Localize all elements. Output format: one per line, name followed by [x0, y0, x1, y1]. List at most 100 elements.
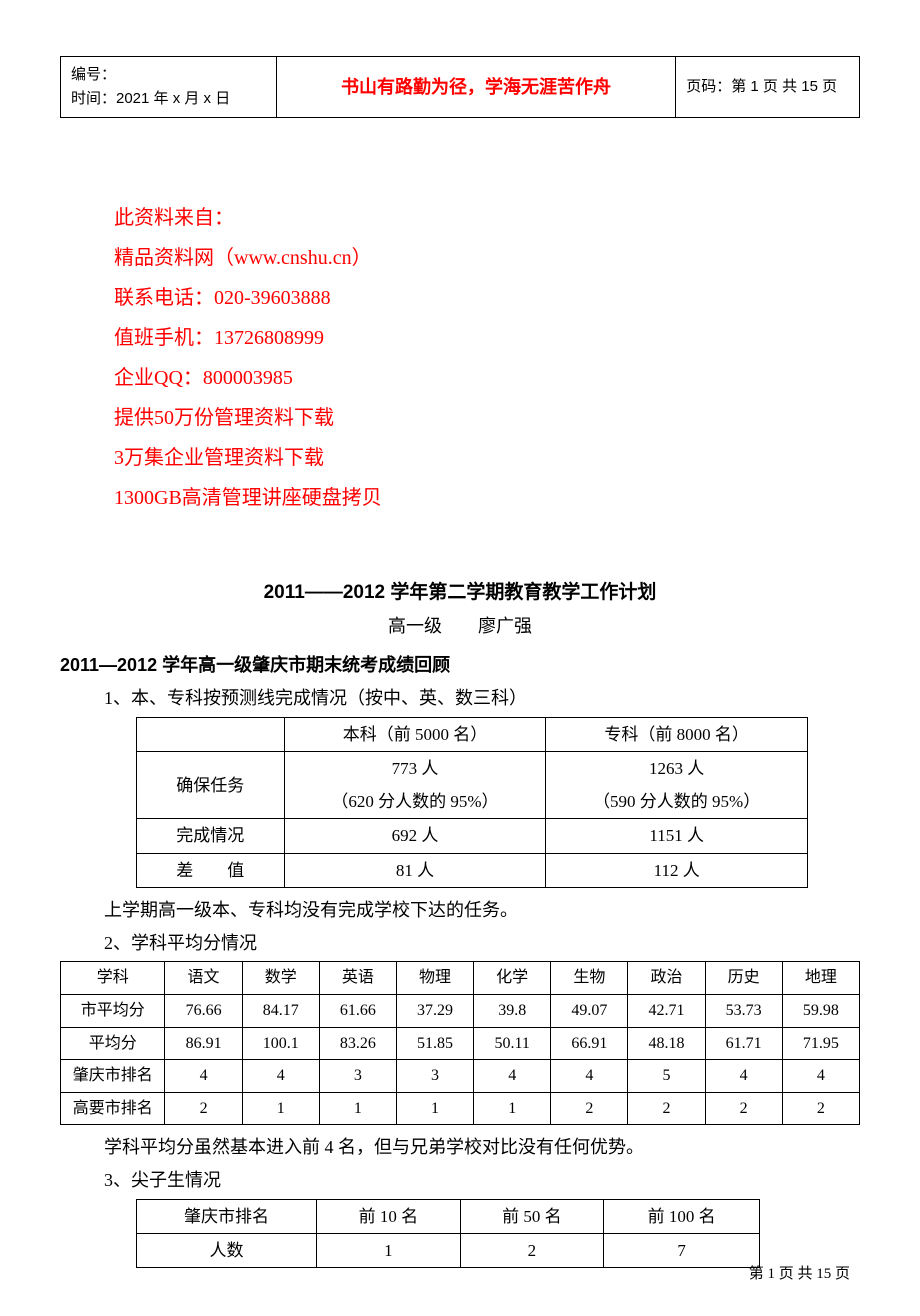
cell-value: 100.1 — [242, 1027, 319, 1060]
cell-header: 肇庆市排名 — [137, 1199, 317, 1233]
cell-value: 5 — [628, 1060, 705, 1093]
document-title: 2011——2012 学年第二学期教育教学工作计划 — [60, 578, 860, 608]
cell-value: 1151 人 — [546, 819, 808, 853]
source-line-7: 3万集企业管理资料下载 — [114, 438, 860, 478]
cell-value: 39.8 — [474, 994, 551, 1027]
cell-value: 4 — [551, 1060, 628, 1093]
source-info-block: 此资料来自： 精品资料网（www.cnshu.cn） 联系电话：020-3960… — [114, 198, 860, 518]
table-row: 肇庆市排名443344544 — [61, 1060, 860, 1093]
table-row: 高要市排名211112222 — [61, 1092, 860, 1125]
cell-label: 高要市排名 — [61, 1092, 165, 1125]
cell-header: 化学 — [474, 962, 551, 995]
cell-header: 学科 — [61, 962, 165, 995]
cell-value: 86.91 — [165, 1027, 242, 1060]
item-2-text: 2、学科平均分情况 — [104, 929, 860, 958]
cell-header: 语文 — [165, 962, 242, 995]
cell-value: 1 — [474, 1092, 551, 1125]
cell-value: 59.98 — [782, 994, 859, 1027]
cell-value: 2 — [460, 1234, 604, 1268]
table-subject-scores: 学科语文数学英语物理化学生物政治历史地理市平均分76.6684.1761.663… — [60, 961, 860, 1125]
table-row: 人数 1 2 7 — [137, 1234, 760, 1268]
cell-header: 前 50 名 — [460, 1199, 604, 1233]
page-container: 编号： 时间：2021 年 x 月 x 日 书山有路勤为径，学海无涯苦作舟 页码… — [0, 0, 920, 1316]
cell-value: 2 — [165, 1092, 242, 1125]
source-line-3: 联系电话：020-39603888 — [114, 278, 860, 318]
cell-value: （620 分人数的 95%） — [284, 785, 546, 819]
cell-header: 生物 — [551, 962, 628, 995]
table-row: 平均分86.91100.183.2651.8550.1166.9148.1861… — [61, 1027, 860, 1060]
page-footer: 第 1 页 共 15 页 — [749, 1262, 850, 1286]
cell-header: 前 10 名 — [317, 1199, 461, 1233]
table-row: 本科（前 5000 名） 专科（前 8000 名） — [137, 717, 808, 751]
section-heading-1: 2011—2012 学年高一级肇庆市期末统考成绩回顾 — [60, 651, 860, 680]
cell-header: 政治 — [628, 962, 705, 995]
cell-value: 1 — [242, 1092, 319, 1125]
cell-value: 2 — [551, 1092, 628, 1125]
doc-date-label: 时间：2021 年 x 月 x 日 — [71, 87, 266, 111]
cell-value: 42.71 — [628, 994, 705, 1027]
cell-value: 61.71 — [705, 1027, 782, 1060]
cell-header: 地理 — [782, 962, 859, 995]
cell-value: 71.95 — [782, 1027, 859, 1060]
cell-value: 773 人 — [284, 751, 546, 785]
cell-value: 4 — [165, 1060, 242, 1093]
cell-value: 3 — [396, 1060, 473, 1093]
cell-value: 692 人 — [284, 819, 546, 853]
cell-header: 历史 — [705, 962, 782, 995]
source-line-4: 值班手机：13726808999 — [114, 318, 860, 358]
table-row: 完成情况 692 人 1151 人 — [137, 819, 808, 853]
document-subtitle: 高一级 廖广强 — [60, 612, 860, 641]
cell-value: 84.17 — [242, 994, 319, 1027]
item-3-text: 3、尖子生情况 — [104, 1166, 860, 1195]
page-header-table: 编号： 时间：2021 年 x 月 x 日 书山有路勤为径，学海无涯苦作舟 页码… — [60, 56, 860, 118]
cell-header: 专科（前 8000 名） — [546, 717, 808, 751]
cell-header: 英语 — [319, 962, 396, 995]
cell-label: 确保任务 — [137, 751, 285, 818]
cell-value: 48.18 — [628, 1027, 705, 1060]
cell-value: 1 — [396, 1092, 473, 1125]
cell-value: 51.85 — [396, 1027, 473, 1060]
cell-value: 49.07 — [551, 994, 628, 1027]
cell-header: 数学 — [242, 962, 319, 995]
cell-label: 完成情况 — [137, 819, 285, 853]
cell-value: 1263 人 — [546, 751, 808, 785]
cell-label: 人数 — [137, 1234, 317, 1268]
source-line-5: 企业QQ：800003985 — [114, 358, 860, 398]
table-row: 肇庆市排名 前 10 名 前 50 名 前 100 名 — [137, 1199, 760, 1233]
cell-header: 本科（前 5000 名） — [284, 717, 546, 751]
cell-value: 2 — [782, 1092, 859, 1125]
cell-value: 112 人 — [546, 853, 808, 887]
table-row: 差 值 81 人 112 人 — [137, 853, 808, 887]
cell-value: （590 分人数的 95%） — [546, 785, 808, 819]
source-line-6: 提供50万份管理资料下载 — [114, 398, 860, 438]
cell-label: 肇庆市排名 — [61, 1060, 165, 1093]
header-left-cell: 编号： 时间：2021 年 x 月 x 日 — [61, 57, 277, 118]
cell-value: 66.91 — [551, 1027, 628, 1060]
header-motto: 书山有路勤为径，学海无涯苦作舟 — [276, 57, 676, 118]
cell-value: 50.11 — [474, 1027, 551, 1060]
table-row: 确保任务 773 人 1263 人 — [137, 751, 808, 785]
cell-value: 37.29 — [396, 994, 473, 1027]
cell-value: 4 — [242, 1060, 319, 1093]
source-line-8: 1300GB高清管理讲座硬盘拷贝 — [114, 478, 860, 518]
table-row: 学科语文数学英语物理化学生物政治历史地理 — [61, 962, 860, 995]
cell-value: 2 — [628, 1092, 705, 1125]
source-line-1: 此资料来自： — [114, 198, 860, 238]
header-page-label: 页码：第 1 页 共 15 页 — [676, 57, 860, 118]
table-row: 市平均分76.6684.1761.6637.2939.849.0742.7153… — [61, 994, 860, 1027]
cell-value: 4 — [782, 1060, 859, 1093]
cell-header: 物理 — [396, 962, 473, 995]
cell-header: 前 100 名 — [604, 1199, 760, 1233]
item-1-text: 1、本、专科按预测线完成情况（按中、英、数三科） — [104, 684, 860, 713]
doc-id-label: 编号： — [71, 63, 266, 87]
cell-label: 差 值 — [137, 853, 285, 887]
cell-value: 53.73 — [705, 994, 782, 1027]
cell-value: 83.26 — [319, 1027, 396, 1060]
cell-label: 市平均分 — [61, 994, 165, 1027]
cell-empty — [137, 717, 285, 751]
cell-value: 81 人 — [284, 853, 546, 887]
cell-value: 76.66 — [165, 994, 242, 1027]
table-top-students: 肇庆市排名 前 10 名 前 50 名 前 100 名 人数 1 2 7 — [136, 1199, 760, 1268]
table-benke-zhuanke: 本科（前 5000 名） 专科（前 8000 名） 确保任务 773 人 126… — [136, 717, 808, 888]
cell-value: 61.66 — [319, 994, 396, 1027]
